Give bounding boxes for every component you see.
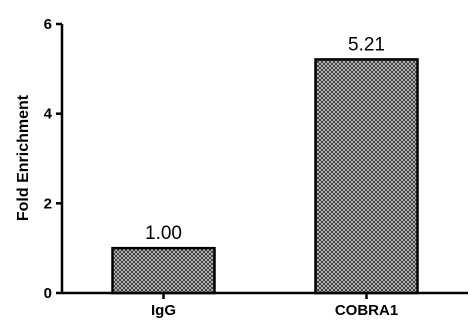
data-label: 5.21	[348, 34, 385, 55]
bar-cobra1	[314, 58, 419, 295]
y-tick-label: 6	[44, 16, 52, 33]
bars	[111, 58, 419, 295]
bar-igg	[111, 246, 216, 295]
x-tick-label: IgG	[151, 302, 176, 319]
data-labels: 1.00 5.21	[145, 34, 385, 244]
y-tick-label: 0	[44, 285, 52, 302]
data-label: 1.00	[145, 223, 182, 244]
y-tick-label: 2	[44, 195, 52, 212]
y-axis-title: Fold Enrichment	[15, 94, 32, 221]
y-tick-label: 4	[44, 106, 53, 123]
category-labels: IgG COBRA1	[151, 302, 398, 319]
y-axis: 0 2 4 6	[44, 16, 64, 302]
x-tick-label: COBRA1	[335, 302, 398, 319]
